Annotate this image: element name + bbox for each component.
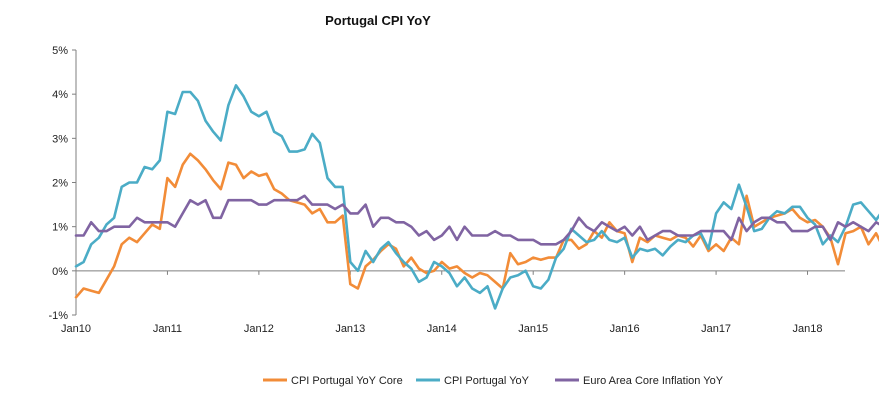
y-tick-label: 4% <box>52 89 68 101</box>
y-tick-label: 0% <box>52 266 68 278</box>
series-lines <box>74 84 879 310</box>
x-tick-label: Jan14 <box>427 323 457 335</box>
legend-label-2: CPI Portugal YoY <box>444 375 530 387</box>
series-line-2 <box>74 84 879 310</box>
y-tick-label: 3% <box>52 133 68 145</box>
chart-title: Portugal CPI YoY <box>325 13 431 28</box>
series-line-3 <box>74 194 879 246</box>
x-tick-label: Jan15 <box>518 323 548 335</box>
x-tick-label: Jan11 <box>153 323 182 335</box>
y-tick-label: 2% <box>52 178 68 190</box>
y-tick-label: 5% <box>52 45 68 57</box>
legend-label-3: Euro Area Core Inflation YoY <box>583 375 724 387</box>
series-line-1 <box>74 152 879 299</box>
chart-legend: CPI Portugal YoY Core CPI Portugal YoY Eur… <box>263 375 724 387</box>
x-tick-label: Jan16 <box>610 323 640 335</box>
y-tick-label: -1% <box>48 310 68 322</box>
legend-label-1: CPI Portugal YoY Core <box>291 375 403 387</box>
x-tick-label: Jan18 <box>793 323 823 335</box>
x-tick-label: Jan12 <box>244 323 274 335</box>
axes: -1% 0% 1% 2% 3% 4% 5% Jan10 Jan11 Jan12 Jan13 Jan14… <box>48 45 845 335</box>
x-tick-label: Jan13 <box>335 323 365 335</box>
x-tick-label: Jan10 <box>61 323 91 335</box>
y-tick-label: 1% <box>52 222 68 234</box>
x-tick-label: Jan17 <box>701 323 731 335</box>
